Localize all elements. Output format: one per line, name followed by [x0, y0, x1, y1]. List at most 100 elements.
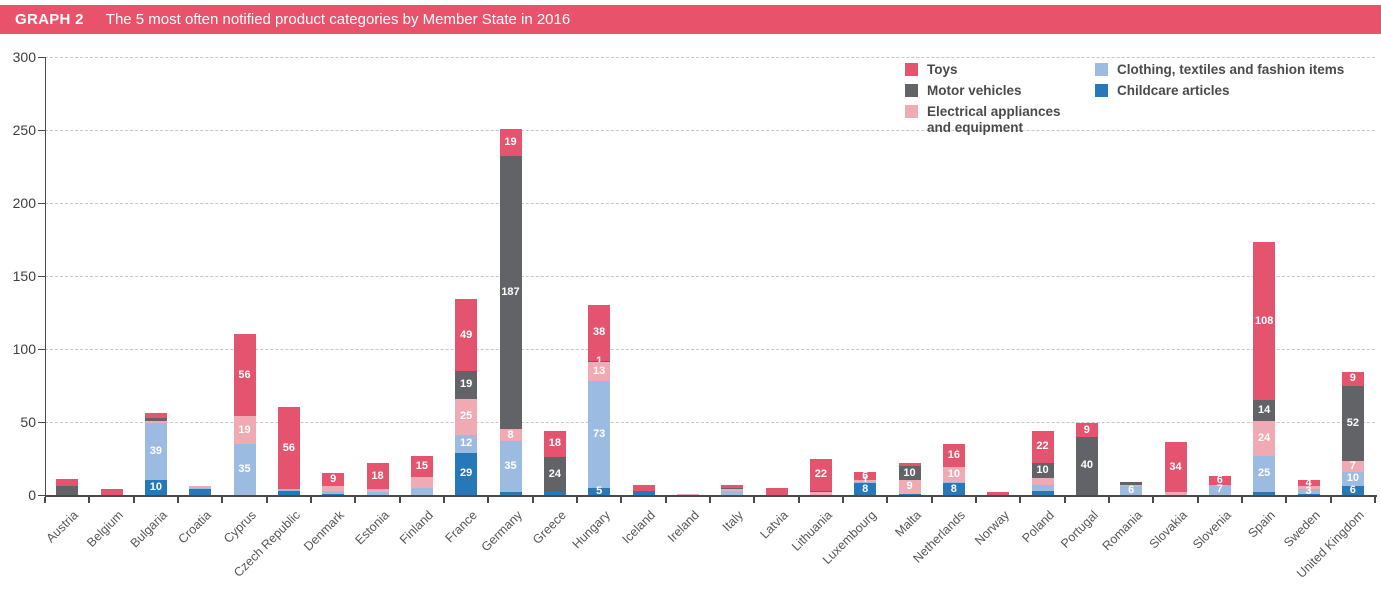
segment-toys: 9	[1075, 423, 1098, 437]
segment-toys	[100, 489, 123, 495]
segment-toys: 4	[1297, 477, 1320, 488]
segment-electrical: 7	[1341, 461, 1364, 472]
segment-value-label: 18	[548, 437, 561, 450]
bar-estonia: 18	[366, 462, 389, 495]
segment-childcare	[189, 489, 212, 495]
segment-electrical	[676, 493, 699, 495]
legend-swatch-electrical	[905, 105, 918, 118]
x-axis-tick	[797, 497, 800, 503]
segment-toys: 16	[942, 443, 965, 468]
legend-swatch-childcare	[1095, 84, 1108, 97]
segment-childcare	[277, 490, 300, 495]
legend-swatch-motor	[905, 84, 918, 97]
segment-toys: 22	[809, 458, 832, 491]
segment-value-label: 8	[950, 482, 957, 495]
bar-united-kingdom: 6 10 7 52 9	[1341, 372, 1364, 497]
x-axis-tick	[265, 497, 268, 503]
segment-toys	[721, 484, 744, 488]
segment-toys: 108	[1253, 242, 1276, 401]
segment-motor: 14	[1253, 400, 1276, 421]
bar-denmark: 9	[322, 473, 345, 495]
legend-swatch-toys	[905, 63, 918, 76]
x-axis-tick	[709, 497, 711, 503]
segment-value-label: 9	[1349, 372, 1356, 385]
gridline-150	[45, 275, 1375, 277]
segment-motor: 10	[1031, 462, 1054, 478]
x-axis-tick	[310, 497, 312, 503]
segment-value-label: 10	[947, 468, 960, 481]
segment-childcare	[632, 490, 655, 495]
bar-poland: 10 22	[1031, 430, 1054, 495]
segment-childcare	[898, 493, 921, 495]
segment-value-label: 18	[371, 469, 384, 482]
gridline-300	[45, 56, 1375, 58]
segment-electrical	[1120, 484, 1143, 487]
segment-electrical	[809, 492, 832, 495]
bar-croatia	[189, 486, 212, 495]
y-axis-line	[45, 57, 46, 495]
bar-czech-republic: 56	[277, 407, 300, 495]
segment-childcare	[543, 492, 566, 495]
segment-clothing	[189, 487, 212, 490]
x-axis-tick	[531, 497, 534, 503]
segment-value-label: 6	[1349, 484, 1356, 497]
x-axis-tick	[620, 497, 623, 503]
y-axis-tick-50	[38, 422, 45, 423]
bar-slovakia: 34	[1164, 442, 1187, 495]
y-axis-label-200: 200	[12, 195, 36, 211]
segment-clothing: 3	[1297, 485, 1320, 496]
segment-value-label: 9	[1083, 423, 1090, 436]
segment-childcare	[322, 493, 345, 495]
segment-childcare	[1297, 493, 1320, 495]
segment-toys: 38	[588, 305, 611, 361]
segment-toys	[144, 413, 167, 418]
segment-value-label: 6	[1216, 473, 1223, 486]
segment-motor: 187	[499, 156, 522, 430]
legend-item-toys: Toys	[905, 62, 1095, 78]
segment-clothing	[942, 481, 965, 484]
bar-greece: 24 18	[543, 430, 566, 495]
y-axis-tick-250	[38, 130, 45, 131]
bar-latvia	[765, 487, 788, 495]
segment-value-label: 9	[906, 480, 913, 493]
legend-swatch-clothing	[1095, 63, 1108, 76]
segment-value-label: 108	[1254, 314, 1274, 327]
segment-value-label: 10	[903, 466, 916, 479]
x-axis-tick	[576, 497, 578, 503]
segment-value-label: 39	[149, 445, 162, 458]
segment-toys	[632, 484, 655, 491]
segment-childcare: 6	[1341, 484, 1364, 497]
segment-childcare: 10	[144, 480, 167, 495]
segment-toys: 9	[1341, 372, 1364, 386]
legend-label-toys: Toys	[927, 62, 958, 77]
legend-item-motor: Motor vehicles	[905, 83, 1095, 99]
x-axis-tick	[221, 497, 224, 503]
segment-value-label: 22	[814, 468, 827, 481]
segment-value-label: 187	[501, 286, 520, 299]
x-axis-tick	[930, 497, 933, 503]
segment-clothing	[410, 487, 433, 495]
segment-value-label: 5	[596, 484, 603, 497]
segment-value-label: 12	[460, 437, 473, 450]
segment-childcare	[499, 492, 522, 495]
segment-value-label: 8	[507, 428, 514, 441]
segment-clothing	[1031, 484, 1054, 491]
segment-value-label: 6	[862, 469, 869, 482]
segment-clothing	[277, 489, 300, 491]
x-axis-tick	[443, 497, 445, 503]
segment-toys: 34	[1164, 442, 1187, 493]
segment-toys: 56	[277, 407, 300, 490]
gridline-250	[45, 129, 1375, 131]
y-axis-tick-150	[38, 276, 45, 277]
segment-value-label: 14	[1258, 403, 1271, 416]
segment-clothing: 25	[1253, 455, 1276, 493]
segment-electrical: 9	[898, 480, 921, 494]
segment-value-label: 10	[1346, 472, 1359, 485]
segment-electrical	[144, 420, 167, 424]
segment-electrical	[189, 486, 212, 488]
segment-toys: 6	[1208, 473, 1231, 486]
bar-germany: 35 8 187 19	[499, 128, 522, 495]
segment-value-label: 24	[548, 468, 561, 481]
